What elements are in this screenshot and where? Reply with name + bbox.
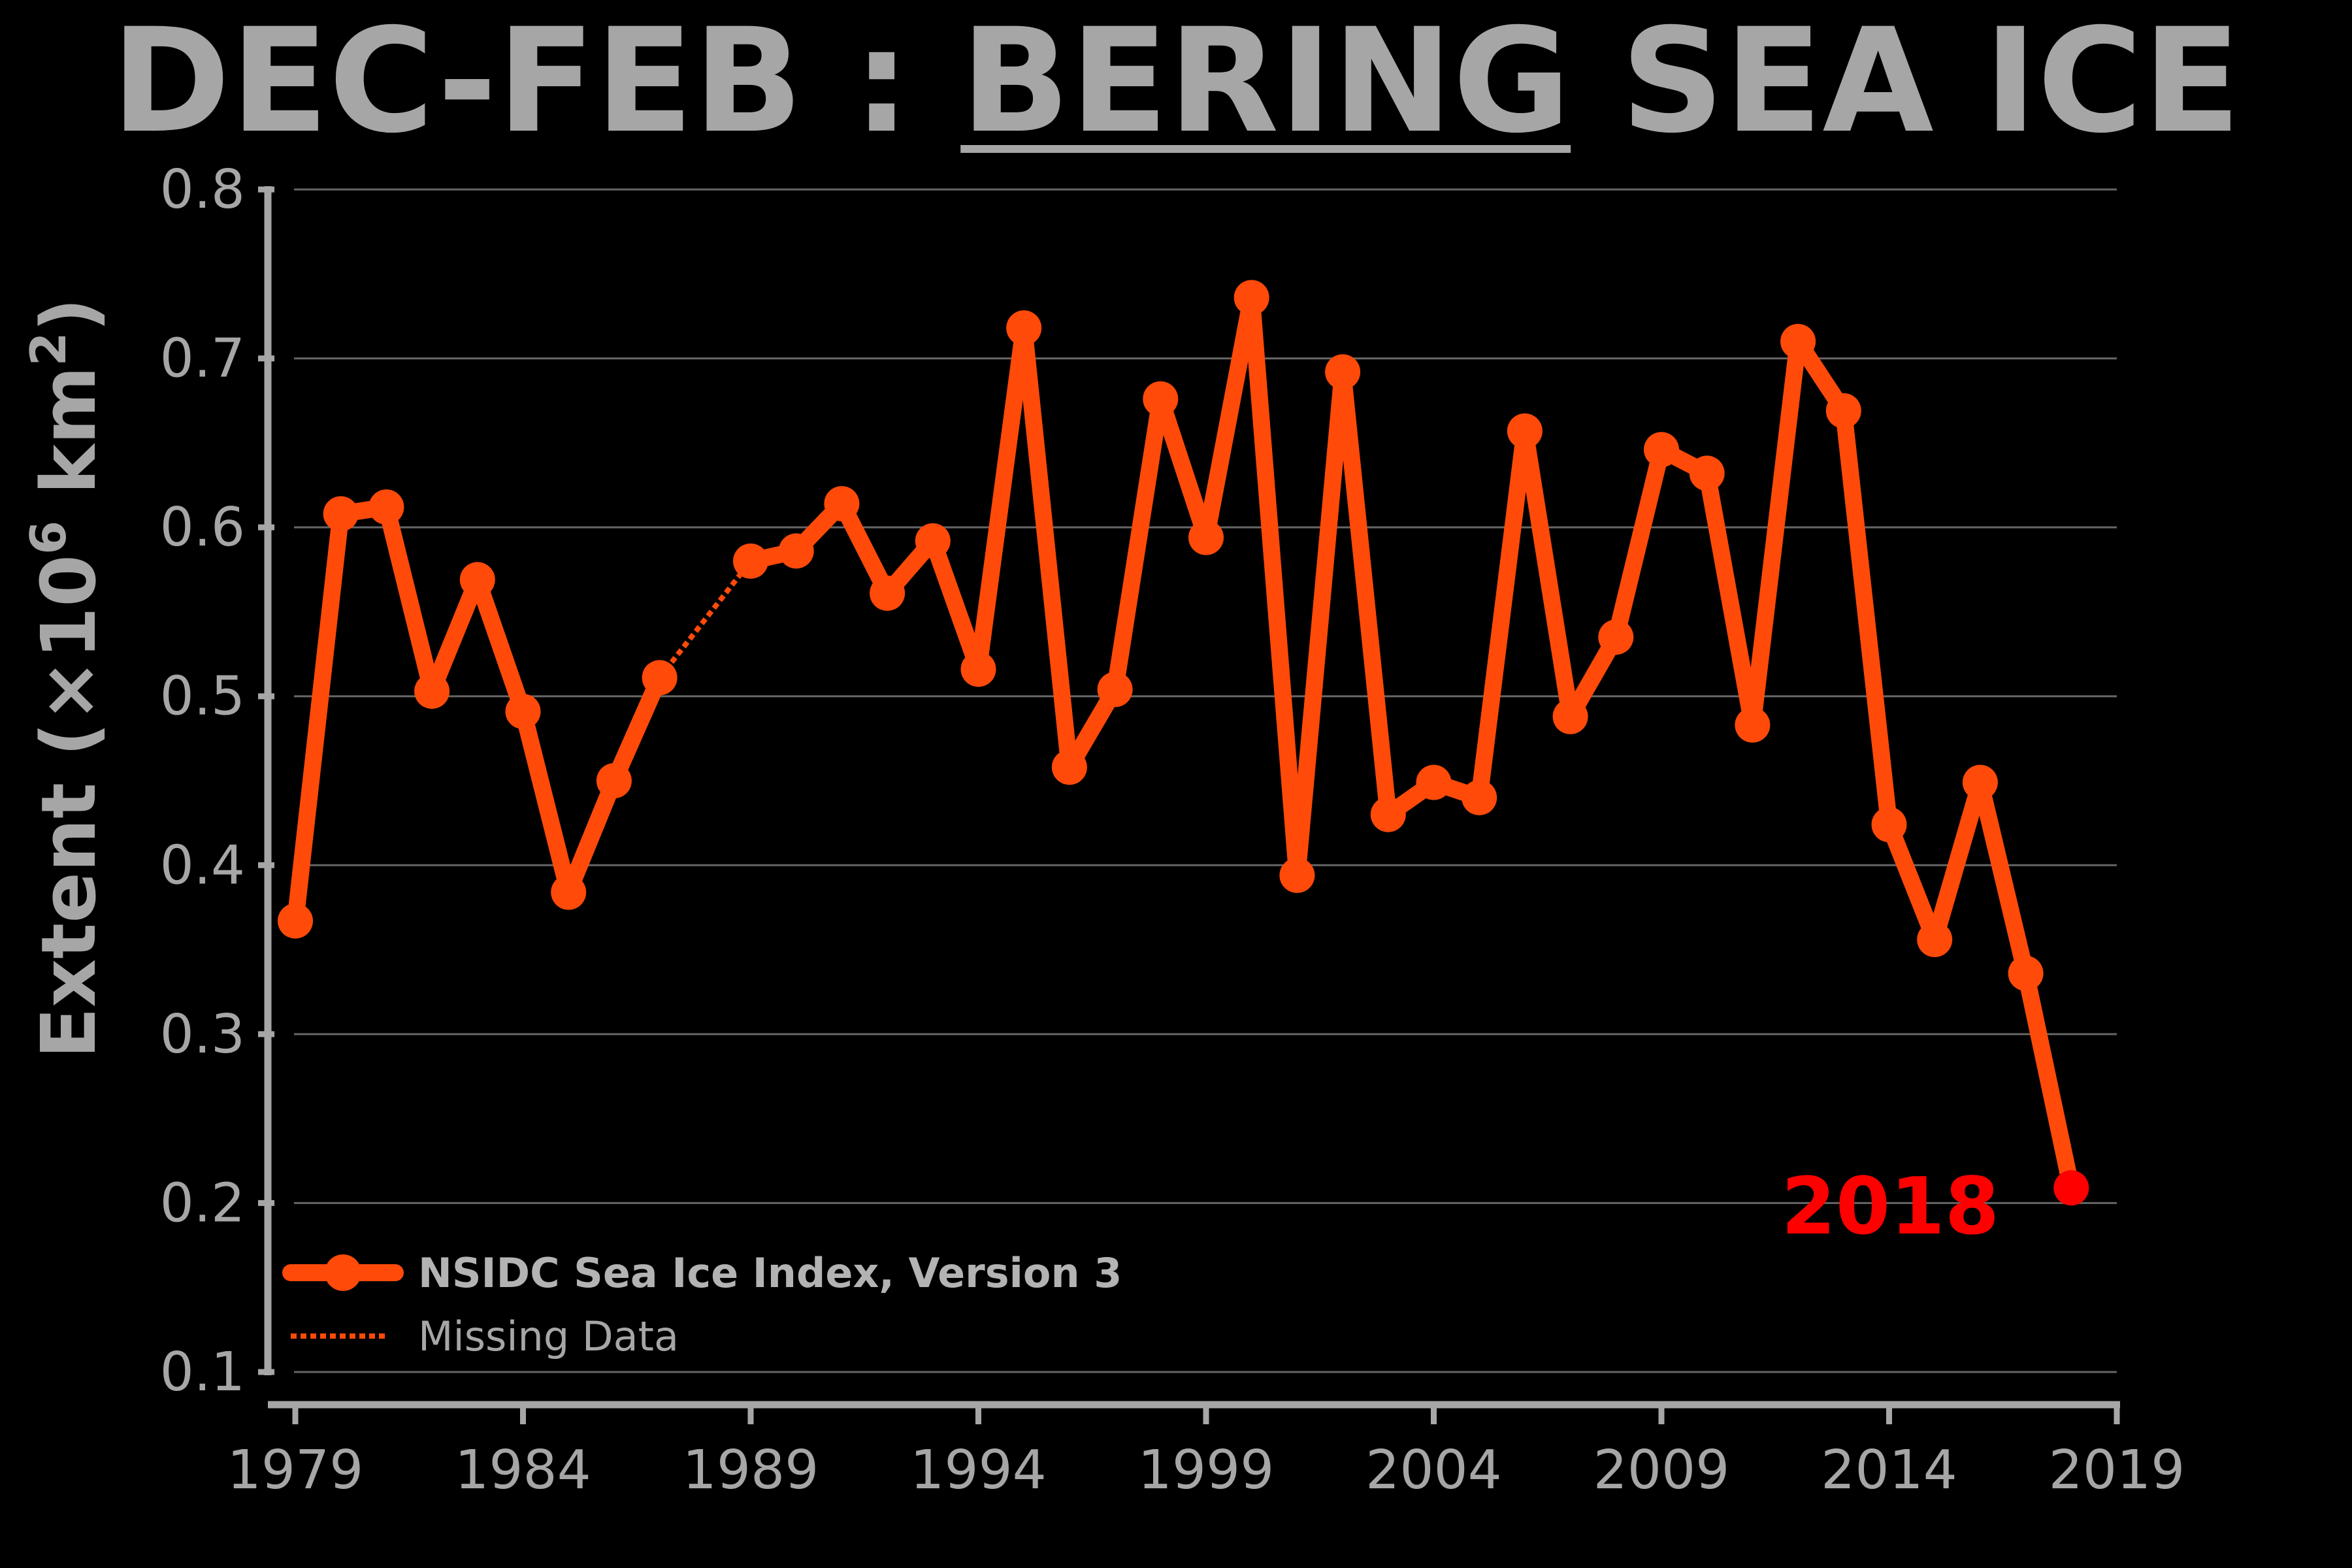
y-axis-label: Extent (×106 km2) [20,298,113,1059]
data-point [1233,280,1269,316]
axes [258,186,2120,1424]
y-tick-label: 0.6 [160,497,245,559]
data-point [551,874,587,910]
data-point [733,543,768,579]
y-tick-label: 0.5 [160,666,245,728]
data-point [1051,749,1087,785]
data-point [1735,707,1771,743]
x-tick-label: 1979 [227,1439,364,1501]
tick-labels: 0.1 0.2 0.3 0.4 0.5 0.6 0.7 0.8 1979 1984 1989 1994… [160,159,2185,1501]
data-point [459,562,495,598]
y-tick-label: 0.7 [160,328,245,390]
x-tick-label: 1984 [455,1439,591,1501]
data-point [915,523,951,559]
data-point [2053,1170,2089,1206]
data-point [870,575,906,611]
y-tick-label: 0.2 [160,1172,245,1234]
data-point [2008,955,2044,991]
data-point [1370,796,1406,832]
data-point [1006,310,1042,346]
data-point [1462,779,1497,815]
legend-label-primary: NSIDC Sea Ice Index, Version 3 [418,1249,1122,1297]
chart-title: DEC-FEB : BERING SEA ICE [111,0,2241,165]
data-point [778,533,814,569]
data-point [505,693,541,729]
data-point [1416,764,1452,800]
x-tick-label: 2019 [2049,1439,2185,1501]
series [278,280,2089,1206]
x-tick-label: 2014 [1821,1439,1957,1501]
grid-lines [294,188,2117,1373]
data-point [1871,807,1907,843]
data-point [1644,432,1679,468]
y-tick-label: 0.4 [160,834,245,896]
data-point [1188,519,1224,555]
data-point [1689,455,1725,491]
data-point [1598,619,1634,655]
data-point [414,673,450,709]
data-point [1097,672,1133,708]
y-tick-label: 0.8 [160,159,245,221]
data-point [1279,857,1315,893]
y-tick-label: 0.3 [160,1004,245,1066]
x-tick-label: 1999 [1138,1439,1275,1501]
series-line [742,289,2080,1197]
data-point [642,660,678,696]
data-point [368,489,404,525]
missing-data-line [657,559,753,679]
data-point [824,485,860,521]
x-tick-label: 2009 [1593,1439,1730,1501]
legend-label-missing: Missing Data [418,1313,679,1360]
data-point [323,496,359,532]
x-tick-label: 1994 [910,1439,1047,1501]
data-point [1507,413,1543,449]
data-point [1143,381,1179,417]
data-point [1780,323,1816,359]
title-suffix: SEA ICE [1571,0,2241,165]
legend: NSIDC Sea Ice Index, Version 3 Missing D… [282,1249,1122,1360]
data-point [1917,922,1953,958]
data-point [1825,393,1861,429]
legend-marker-primary [325,1254,361,1291]
x-tick-label: 1989 [683,1439,819,1501]
title-prefix: DEC-FEB : [111,0,960,165]
data-point [1325,354,1361,390]
data-point [1962,764,1998,800]
x-tick-label: 2004 [1365,1439,1502,1501]
data-point [1552,698,1588,734]
data-point [278,903,313,939]
y-tick-label: 0.1 [160,1341,245,1403]
title-emphasis: BERING [960,0,1571,165]
annotation-2018: 2018 [1781,1162,1999,1252]
data-point [960,651,996,687]
data-point [596,763,632,798]
